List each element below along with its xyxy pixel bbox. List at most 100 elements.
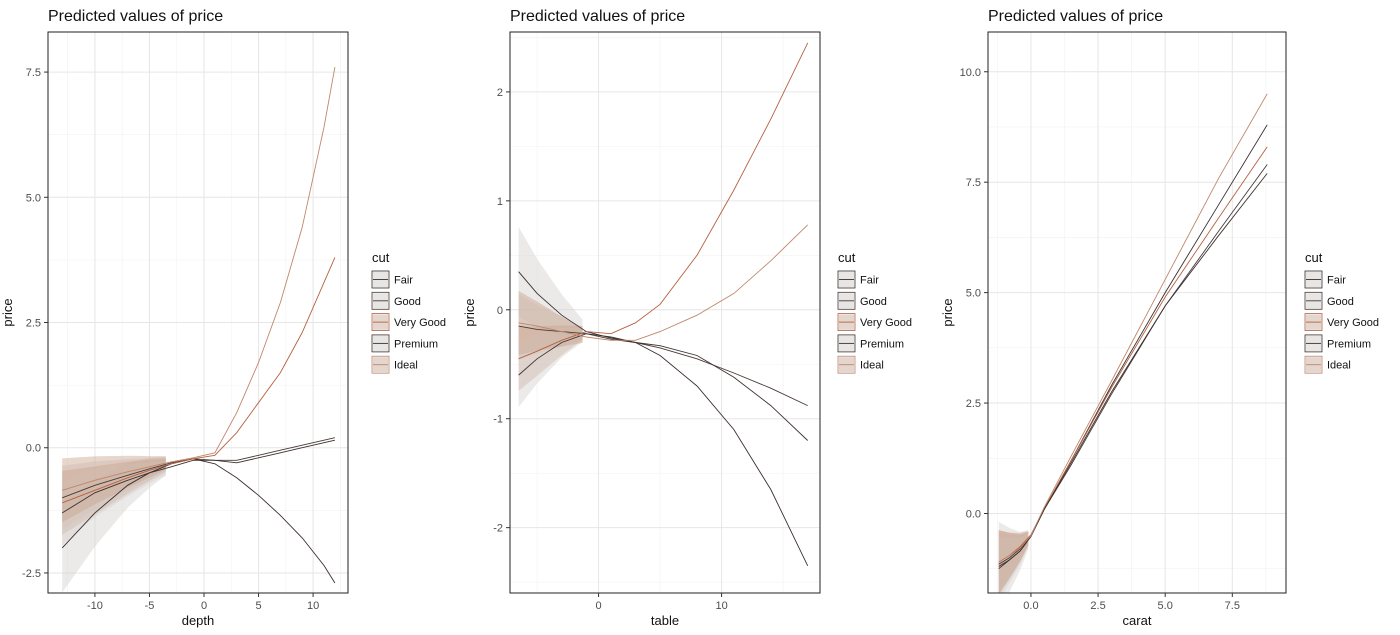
legend-title: cut: [372, 250, 390, 265]
y-tick-label: 5.0: [966, 288, 981, 300]
x-tick-label: -10: [87, 600, 103, 612]
series-line-premium: [518, 333, 809, 441]
panel-border: [509, 31, 821, 594]
y-tick-label: 2.5: [966, 398, 981, 410]
panel-border: [987, 31, 1287, 594]
y-tick-label: -2: [493, 523, 503, 535]
x-tick-label: 5.0: [1158, 600, 1173, 612]
x-tick-label: 10: [307, 600, 319, 612]
legend-key-very-good: Very Good: [1304, 313, 1379, 332]
x-tick-label: 2.5: [1090, 600, 1105, 612]
legend-key-fair: Fair: [837, 270, 879, 289]
legend-label: Ideal: [394, 360, 418, 372]
x-tick-label: 5: [255, 600, 261, 612]
chart-panel-3: 0.0 2.5 5.0 7.5 0.0 2.5 5.0 7.5 10.0 Predicted va…: [940, 8, 1379, 628]
y-axis-title: price: [940, 298, 955, 326]
y-tick-label: 2.5: [26, 318, 41, 330]
confidence-band-fair: [62, 456, 166, 593]
legend-label: Fair: [860, 275, 879, 287]
chart-title: Predicted values of price: [988, 8, 1163, 25]
legend-label: Premium: [860, 338, 904, 350]
legend-title: cut: [1305, 250, 1323, 265]
y-axis-title: price: [462, 298, 477, 326]
legend-label: Good: [394, 296, 421, 308]
legend-key-very-good: Very Good: [371, 313, 446, 332]
confidence-bands: [518, 226, 583, 408]
confidence-band-ideal: [62, 455, 166, 523]
x-axis-title: carat: [1123, 613, 1152, 628]
y-tick-label: 0: [497, 305, 503, 317]
legend-label: Fair: [394, 275, 413, 287]
legend-key-good: Good: [371, 291, 421, 310]
series-lines: [61, 67, 336, 584]
legend-key-premium: Premium: [837, 334, 904, 353]
x-tick-label: 0: [201, 600, 207, 612]
legend-key-ideal: Ideal: [837, 355, 884, 374]
confidence-bands: [998, 521, 1029, 593]
series-line-ideal: [62, 67, 336, 491]
legend-label: Premium: [1327, 338, 1371, 350]
legend-key-ideal: Ideal: [1304, 355, 1351, 374]
series-line-premium: [61, 439, 336, 514]
legend-key-premium: Premium: [1304, 334, 1371, 353]
legend-label: Ideal: [1327, 360, 1351, 372]
legend-title: cut: [838, 250, 856, 265]
chart-title: Predicted values of price: [510, 8, 685, 25]
legend-label: Very Good: [1327, 317, 1379, 329]
chart-title: Predicted values of price: [48, 8, 223, 25]
x-axis-title: depth: [182, 613, 215, 628]
series-lines: [998, 93, 1268, 570]
confidence-band-good: [518, 294, 583, 359]
series-line-fair: [61, 458, 336, 584]
series-line-very-good: [518, 42, 809, 360]
series-line-premium: [998, 173, 1268, 570]
legend-label: Ideal: [860, 360, 884, 372]
legend-key-ideal: Ideal: [371, 355, 418, 374]
confidence-band-good: [62, 457, 166, 530]
legend-label: Premium: [394, 338, 438, 350]
chart-panel-2: 0 10 -2 -1 0 1 2 Predicted values of price table…: [462, 8, 912, 628]
x-tick-label: 0: [596, 600, 602, 612]
y-axis-title: price: [0, 298, 15, 326]
legend-label: Good: [860, 296, 887, 308]
series-line-fair: [998, 124, 1268, 567]
legend-key-premium: Premium: [371, 334, 438, 353]
series-line-good: [998, 164, 1268, 565]
y-tick-label: 2: [497, 87, 503, 99]
y-tick-label: 7.5: [26, 67, 41, 79]
legend: cut Fair Good Very Good Premium Ideal: [371, 250, 446, 374]
confidence-band-fair: [518, 226, 583, 339]
legend-label: Very Good: [860, 317, 912, 329]
series-line-ideal: [518, 224, 809, 341]
series-line-very-good: [998, 146, 1268, 563]
series-line-very-good: [62, 257, 336, 504]
x-tick-label: 7.5: [1225, 600, 1240, 612]
y-tick-label: 10.0: [960, 67, 981, 79]
y-tick-label: 5.0: [26, 192, 41, 204]
legend-label: Fair: [1327, 275, 1346, 287]
legend-key-good: Good: [1304, 291, 1354, 310]
legend-key-fair: Fair: [1304, 270, 1346, 289]
series-line-ideal: [998, 93, 1268, 563]
chart-panel-1: -10 -5 0 5 10 -2.5 0.0 2.5 5.0 7.5 Predicted value…: [0, 8, 446, 628]
confidence-band-very-good: [518, 325, 583, 391]
legend-key-very-good: Very Good: [837, 313, 912, 332]
legend: cut Fair Good Very Good Premium Ideal: [1304, 250, 1379, 374]
x-tick-label: 0.0: [1023, 600, 1038, 612]
x-axis-title: table: [651, 613, 679, 628]
legend: cut Fair Good Very Good Premium Ideal: [837, 250, 912, 374]
x-tick-label: 10: [715, 600, 727, 612]
y-tick-label: 0.0: [966, 508, 981, 520]
legend-label: Good: [1327, 296, 1354, 308]
y-tick-label: -1: [493, 414, 503, 426]
legend-label: Very Good: [394, 317, 446, 329]
legend-key-good: Good: [837, 291, 887, 310]
panel-border: [47, 31, 349, 594]
confidence-band-fair: [998, 521, 1029, 593]
confidence-bands: [62, 455, 166, 593]
y-tick-label: 1: [497, 196, 503, 208]
x-tick-label: -5: [145, 600, 155, 612]
y-tick-label: -2.5: [22, 568, 41, 580]
